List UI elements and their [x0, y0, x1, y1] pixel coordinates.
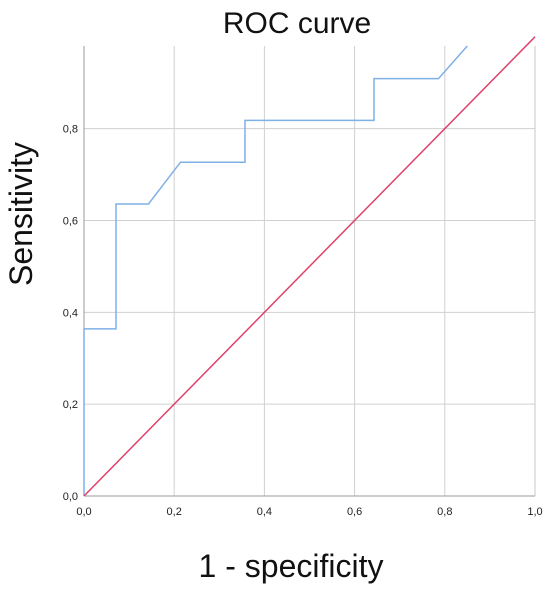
- y-tick-label: 0,0: [63, 491, 78, 503]
- y-tick-label: 0,2: [63, 399, 78, 411]
- y-tick-label: 0,4: [63, 307, 78, 319]
- x-tick-label: 0,0: [76, 506, 91, 518]
- x-tick-label: 0,8: [437, 506, 452, 518]
- x-tick-label: 0,6: [347, 506, 362, 518]
- y-axis-title: Sensitivity: [3, 142, 39, 286]
- x-tick-label: 1,0: [527, 506, 542, 518]
- chart-title: ROC curve: [223, 7, 371, 40]
- reference-line: [83, 36, 536, 497]
- tick-labels: 0,0 0,2 0,4 0,6 0,8 1,0 0,0 0,2 0,4 0,6 0,8: [63, 124, 543, 518]
- x-tick-label: 0,2: [167, 506, 182, 518]
- roc-curve-line: [83, 45, 468, 496]
- plot-frame: [83, 46, 536, 497]
- y-tick-label: 0,8: [63, 124, 78, 136]
- x-tick-label: 0,4: [257, 506, 272, 518]
- series-group: [83, 36, 536, 497]
- x-axis-title: 1 - specificity: [199, 548, 384, 584]
- y-tick-label: 0,6: [63, 215, 78, 227]
- grid: [84, 46, 536, 496]
